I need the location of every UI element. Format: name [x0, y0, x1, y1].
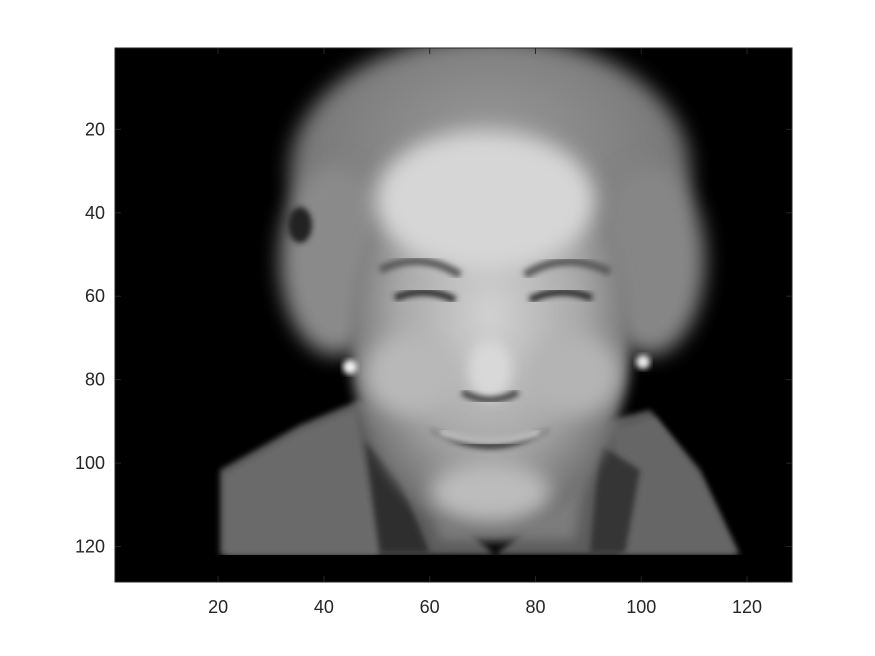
y-tick-label: 120: [75, 537, 105, 557]
forehead: [375, 130, 595, 270]
right-earring: [636, 355, 650, 369]
y-tick-label: 80: [85, 370, 105, 390]
right-cheek: [530, 335, 620, 415]
left-brow: [378, 257, 463, 279]
left-earring: [343, 360, 357, 374]
right-brow: [522, 257, 612, 279]
x-tick-label: 120: [732, 597, 762, 617]
bottom-dark-band: [115, 555, 792, 582]
mouth: [428, 428, 552, 449]
x-tick-label: 100: [626, 597, 656, 617]
left-eye: [393, 288, 457, 304]
y-tick-label: 40: [85, 203, 105, 223]
x-tick-label: 20: [208, 597, 228, 617]
right-eye: [528, 288, 594, 304]
x-tick-label: 40: [314, 597, 334, 617]
y-tick-label: 100: [75, 453, 105, 473]
nose-base: [460, 389, 520, 403]
x-tick-label: 80: [525, 597, 545, 617]
x-tick-label: 60: [420, 597, 440, 617]
x-axis-ticks: 20 40 60 80 100 120: [208, 48, 762, 617]
y-axis-ticks: 20 40 60 80 100 120: [75, 119, 792, 557]
y-tick-label: 60: [85, 286, 105, 306]
ear-shadow: [288, 207, 312, 243]
scarf-right: [590, 445, 640, 553]
axes-frame: [114, 47, 793, 583]
nose: [468, 340, 512, 400]
scarf: [365, 440, 430, 553]
y-tick-label: 20: [85, 119, 105, 139]
portrait-image: [115, 48, 792, 582]
jacket-right: [615, 418, 735, 553]
teeth: [439, 429, 541, 445]
jacket-left: [225, 410, 380, 555]
left-cheek: [365, 335, 455, 415]
chin: [430, 462, 550, 522]
axes: [114, 47, 793, 583]
